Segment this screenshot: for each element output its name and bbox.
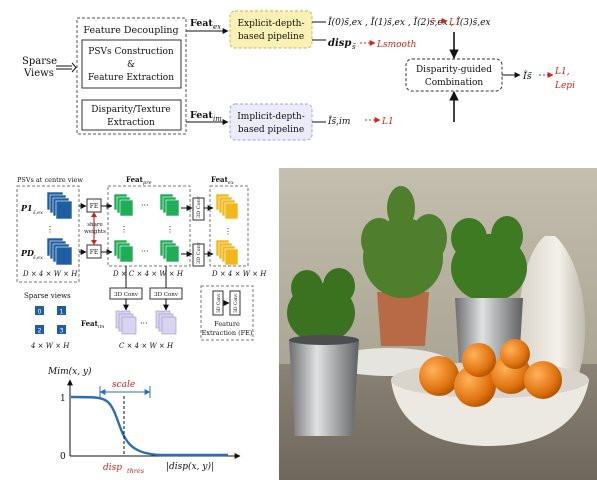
sparse-views-label-2: Views xyxy=(23,68,54,79)
psv-stack-bottom xyxy=(46,237,73,266)
threshold-sub: thres xyxy=(127,467,145,475)
implicit-line1: Implicit-depth- xyxy=(237,112,305,122)
svg-text:3D Conv: 3D Conv xyxy=(196,196,202,218)
explicit-line2: based pipeline xyxy=(238,32,304,42)
feat-im-small-sub: im xyxy=(98,324,105,330)
feat-ex-small-label: Feat xyxy=(211,175,229,184)
combination-box xyxy=(405,58,503,92)
view-3: 3 xyxy=(60,328,64,335)
feat-im-small-label: Feat xyxy=(81,319,99,328)
psv-construction-box xyxy=(81,39,182,89)
share-weights-2: weights xyxy=(84,229,106,235)
disp-line2: Extraction xyxy=(107,118,155,128)
loss-l1-a: L1 xyxy=(448,18,461,28)
disp-output: disp xyxy=(328,38,351,49)
implicit-output: Ĩs̃,im xyxy=(327,115,350,127)
p1-label: P1 xyxy=(20,203,33,213)
svg-text:3D Conv: 3D Conv xyxy=(114,292,139,298)
feat-im-label: Feat xyxy=(190,110,213,121)
legend-fe-1: Feature xyxy=(214,320,240,328)
plot-y-one: 1 xyxy=(60,394,66,404)
pd-label: PD xyxy=(20,248,34,258)
psv-line1: PSVs Construction xyxy=(88,47,174,57)
p1-sub: s̃,ex xyxy=(33,210,43,216)
combo-line2: Combination xyxy=(425,78,484,88)
svg-text:⋮: ⋮ xyxy=(166,225,174,234)
svg-text:3D Conv: 3D Conv xyxy=(233,293,239,313)
left-herb-plant xyxy=(287,268,355,343)
svg-text:3D Conv: 3D Conv xyxy=(196,242,202,264)
legend-fe-2: Extraction (FE) xyxy=(202,329,253,337)
implicit-line2: based pipeline xyxy=(238,125,304,135)
scale-label: scale xyxy=(112,380,135,390)
oranges xyxy=(419,339,562,407)
explicit-line1: Explicit-depth- xyxy=(237,19,304,29)
share-weights-1: share xyxy=(87,222,103,228)
threshold-label: disp xyxy=(103,463,122,473)
disp-line1: Disparity/Texture xyxy=(91,105,171,115)
feature-decoupling-title: Feature Decoupling xyxy=(83,25,178,36)
feature-decoupling-block xyxy=(76,17,187,135)
fe-legend xyxy=(200,285,254,341)
feat-ex-small-sub: ex xyxy=(228,180,234,186)
feat-im-cubes-lavender xyxy=(115,310,177,335)
dims-views: 4 × W × H xyxy=(30,342,70,350)
dims-im: C × 4 × W × H xyxy=(119,342,174,350)
fe-top-label: FE xyxy=(90,203,99,210)
feat-pre-cubes-green xyxy=(113,193,180,263)
psv-stack-top xyxy=(46,191,73,220)
view-2: 2 xyxy=(38,328,42,335)
fe-bottom-label: FE xyxy=(90,249,99,256)
feat-ex-sub: ex xyxy=(213,23,221,31)
psv-dots-v: ⋮ xyxy=(46,225,54,234)
feat-im-sub: im xyxy=(213,115,222,123)
dims-ex: D × 4 × W × H xyxy=(211,270,267,278)
view-1: 1 xyxy=(60,309,64,316)
pipeline-diagram: Sparse Views Feature Decoupling PSVs Con… xyxy=(22,10,575,141)
disp-output-sub: s̃ xyxy=(352,42,356,51)
sigmoid-curve xyxy=(70,395,228,457)
feature-extraction-diagram: PSVs at centre view P1 s̃,ex ⋮ PD s̃,ex … xyxy=(16,175,267,350)
feat-ex-label: Feat xyxy=(190,18,213,29)
rendered-scene-photo xyxy=(279,168,597,480)
basil-plant xyxy=(451,216,527,302)
rosemary-plant xyxy=(361,186,447,298)
feat-pre-label: Feat xyxy=(126,175,144,184)
plot-ylabel: Mim(x, y) xyxy=(47,366,92,377)
pre-dots-top: ··· xyxy=(141,201,149,210)
disparity-texture-box xyxy=(81,99,182,131)
svg-text:3D Conv: 3D Conv xyxy=(216,293,222,313)
sparse-views-label-1: Sparse xyxy=(22,56,57,67)
metal-pot-left xyxy=(289,340,359,436)
sparse-views-caption: Sparse views xyxy=(24,292,71,300)
psv-title: PSVs at centre view xyxy=(17,176,83,184)
combo-line1: Disparity-guided xyxy=(416,65,492,75)
explicit-outputs: Ĩ(0)s̃,ex , Ĩ(1)s̃,ex , Ĩ(2)s̃,ex , Ĩ(3)… xyxy=(327,16,491,28)
view-0: 0 xyxy=(38,309,42,316)
feat-pre-sub: pre xyxy=(143,180,152,186)
final-output: Ĩs̃ xyxy=(522,70,532,82)
svg-text:3D Conv: 3D Conv xyxy=(154,292,179,298)
explicit-pipeline-box xyxy=(229,10,313,49)
loss-l1-b: L1 xyxy=(381,117,394,127)
psv-line2: & xyxy=(127,60,135,70)
psv-line3: Feature Extraction xyxy=(88,73,174,83)
conv3d-top xyxy=(192,197,205,221)
dims-pre: D × C × 4 × W × H xyxy=(112,270,184,278)
conv3d-bottom xyxy=(192,243,205,267)
dims-psv: D × 4 × W × H xyxy=(22,270,78,278)
pre-dots-bottom: ··· xyxy=(141,247,149,256)
plot-xlabel: |disp(x, y)| xyxy=(166,461,214,472)
loss-l1-c: L1, xyxy=(554,67,570,77)
loss-smooth: Lsmooth xyxy=(376,40,416,50)
terracotta-pot xyxy=(377,292,429,346)
pd-sub: s̃,ex xyxy=(33,255,43,261)
svg-text:⋮: ⋮ xyxy=(120,225,128,234)
loss-epi: Lepi xyxy=(554,81,575,91)
sigmoid-plot: Mim(x, y) 1 0 scale disp thres |disp(x, … xyxy=(47,366,241,475)
svg-text:⋮: ⋮ xyxy=(224,227,232,236)
feat-ex-cubes-yellow xyxy=(215,193,239,266)
plot-y-zero: 0 xyxy=(60,452,66,462)
svg-text:···: ··· xyxy=(140,319,148,328)
